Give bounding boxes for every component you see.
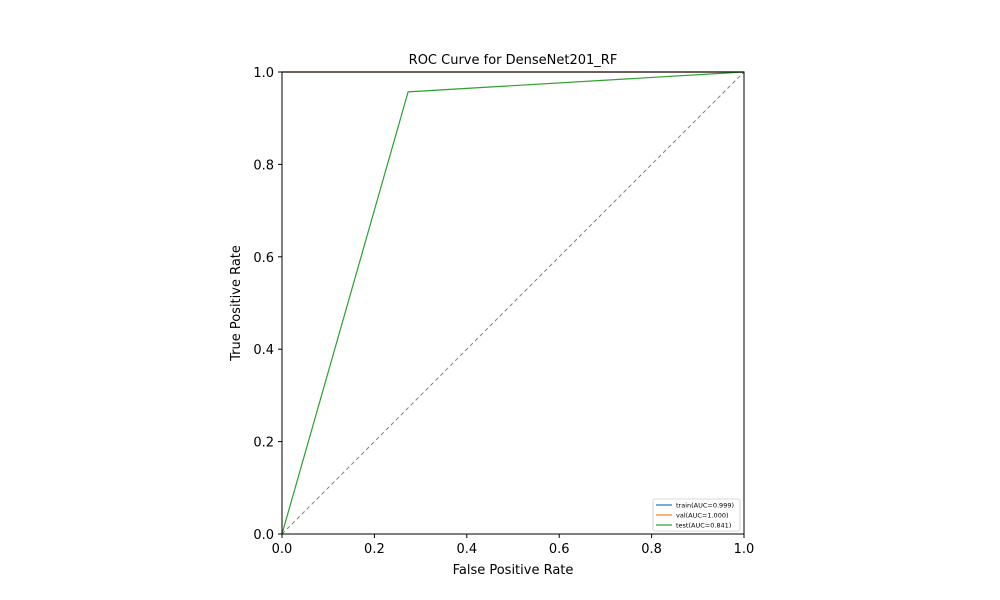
legend-entry-label: val(AUC=1.000) <box>676 512 729 520</box>
x-tick-label: 0.2 <box>364 542 385 557</box>
y-tick-label: 0.4 <box>253 343 274 358</box>
x-tick-label: 0.6 <box>549 542 570 557</box>
y-tick-label: 0.0 <box>253 528 274 543</box>
y-tick-label: 0.6 <box>253 251 274 266</box>
legend-box <box>652 498 741 532</box>
y-tick-label: 1.0 <box>253 66 274 81</box>
x-tick-label: 1.0 <box>734 542 755 557</box>
legend-entry-label: train(AUC=0.999) <box>676 502 734 510</box>
y-axis-label: True Positive Rate <box>229 245 244 362</box>
plot-lines <box>281 71 745 535</box>
chance-diagonal-line <box>281 71 745 535</box>
y-axis-ticks: 0.0 0.2 0.4 0.6 0.8 1.0 <box>253 66 282 543</box>
x-tick-label: 0.4 <box>456 542 477 557</box>
legend-entry-label: test(AUC=0.841) <box>676 522 731 530</box>
roc-series-line-2 <box>281 71 745 535</box>
x-axis-ticks: 0.0 0.2 0.4 0.6 0.8 1.0 <box>272 534 755 557</box>
y-tick-label: 0.8 <box>253 158 274 173</box>
y-tick-label: 0.2 <box>253 436 274 451</box>
legend: train(AUC=0.999) val(AUC=1.000) test(AUC=0… <box>652 498 741 532</box>
plot-frame <box>281 71 745 535</box>
x-axis-label: False Positive Rate <box>453 563 574 578</box>
chart-title: ROC Curve for DenseNet201_RF <box>409 53 618 68</box>
x-tick-label: 0.0 <box>272 542 293 557</box>
x-tick-label: 0.8 <box>641 542 662 557</box>
